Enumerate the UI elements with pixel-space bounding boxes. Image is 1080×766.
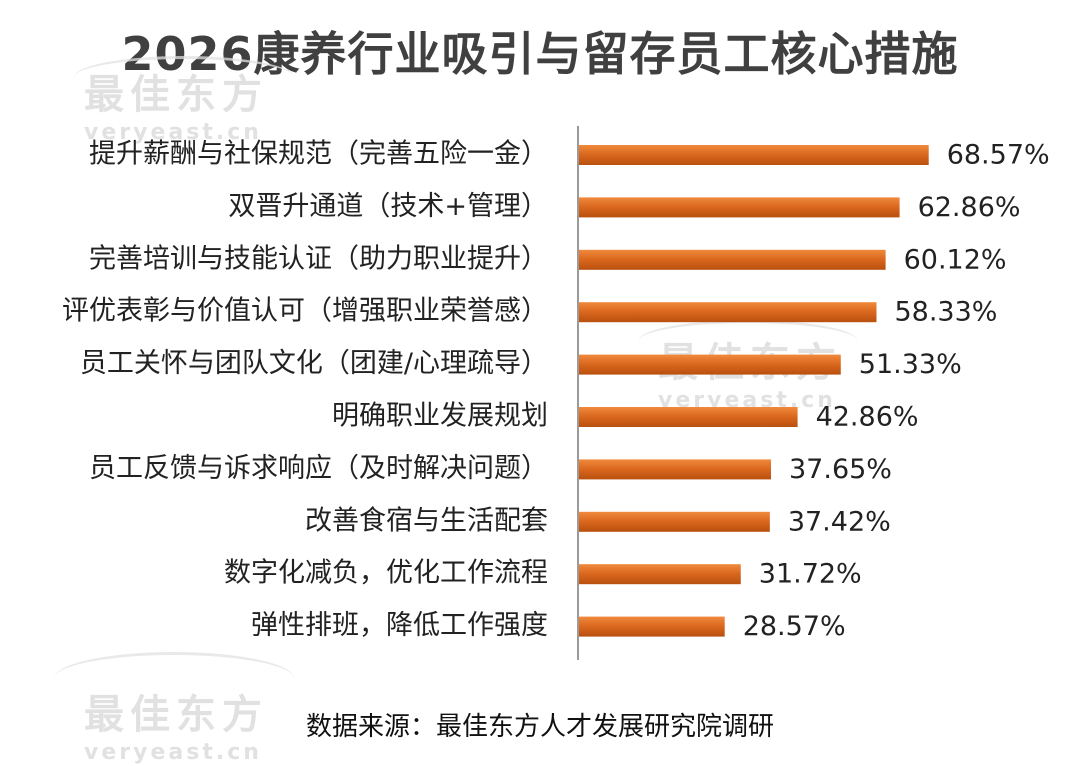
category-label: 提升薪酬与社保规范（完善五险一金） [89, 139, 548, 170]
bar [579, 197, 900, 218]
category-label: 双晋升通道（技术+管理） [228, 191, 548, 222]
category-label: 弹性排班，降低工作强度 [251, 610, 548, 641]
category-label: 员工反馈与诉求响应（及时解决问题） [89, 453, 548, 484]
category-label: 改善食宿与生活配套 [305, 505, 548, 536]
bar [579, 564, 741, 585]
source-note: 数据来源：最佳东方人才发展研究院调研 [305, 712, 774, 742]
value-label: 42.86% [816, 402, 919, 433]
value-label: 37.42% [788, 506, 891, 537]
value-label: 58.33% [894, 297, 997, 328]
value-label: 60.12% [904, 244, 1007, 275]
category-label: 员工关怀与团队文化（团建/心理疏导） [80, 348, 548, 379]
category-label: 数字化减负，优化工作流程 [224, 558, 548, 589]
watermark-bottom-left: 最佳东方 veryeast.cn [54, 652, 294, 765]
bar [579, 459, 772, 480]
category-label: 明确职业发展规划 [332, 401, 548, 432]
category-label: 完善培训与技能认证（助力职业提升） [89, 243, 548, 274]
value-label: 68.57% [947, 140, 1050, 171]
bar [579, 511, 770, 532]
watermark-top-left: 最佳东方 veryeast.cn [74, 56, 294, 145]
watermark-en: veryeast.cn [84, 120, 262, 145]
value-label: 62.86% [918, 192, 1021, 223]
value-label: 31.72% [759, 559, 862, 590]
bar [579, 354, 841, 375]
category-label: 评优表彰与价值认可（增强职业荣誉感） [62, 296, 548, 327]
bar [579, 145, 929, 165]
bar [579, 302, 877, 323]
value-label: 28.57% [743, 611, 846, 642]
value-label: 51.33% [859, 349, 962, 380]
bar [579, 616, 725, 637]
value-label: 37.65% [789, 454, 892, 485]
watermark-en: veryeast.cn [84, 740, 262, 765]
bar [579, 407, 798, 427]
bar [579, 249, 886, 270]
